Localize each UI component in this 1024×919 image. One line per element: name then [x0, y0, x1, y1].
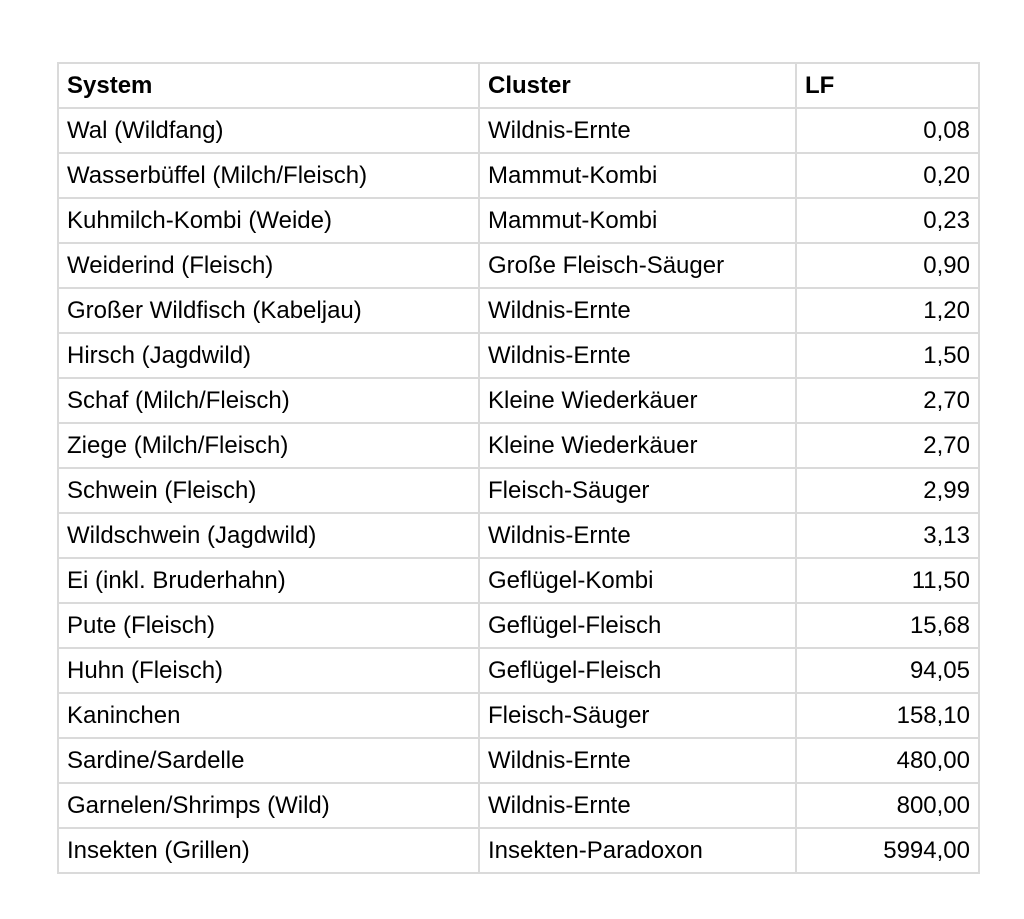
table-row: Wal (Wildfang) Wildnis-Ernte 0,08 — [57, 107, 980, 154]
cluster-cell: Mammut-Kombi — [478, 152, 797, 199]
header-row: System Cluster LF — [57, 62, 980, 109]
cluster-cell: Geflügel-Kombi — [478, 557, 797, 604]
lf-cell: 15,68 — [795, 602, 980, 649]
table-row: Schwein (Fleisch) Fleisch-Säuger 2,99 — [57, 467, 980, 514]
lf-cell: 480,00 — [795, 737, 980, 784]
header-lf: LF — [795, 62, 980, 109]
table-row: Großer Wildfisch (Kabeljau) Wildnis-Ernte… — [57, 287, 980, 334]
table-row: Huhn (Fleisch) Geflügel-Fleisch 94,05 — [57, 647, 980, 694]
lf-cell: 3,13 — [795, 512, 980, 559]
lf-cell: 1,50 — [795, 332, 980, 379]
table-row: Ei (inkl. Bruderhahn) Geflügel-Kombi 11,50 — [57, 557, 980, 604]
table-row: Wasserbüffel (Milch/Fleisch) Mammut-Kombi… — [57, 152, 980, 199]
table-row: Garnelen/Shrimps (Wild) Wildnis-Ernte 800,… — [57, 782, 980, 829]
table-row: Kuhmilch-Kombi (Weide) Mammut-Kombi 0,23 — [57, 197, 980, 244]
data-table: System Cluster LF Wal (Wildfang) Wildnis-… — [57, 62, 980, 874]
system-cell: Wildschwein (Jagdwild) — [57, 512, 480, 559]
cluster-cell: Wildnis-Ernte — [478, 737, 797, 784]
system-cell: Wasserbüffel (Milch/Fleisch) — [57, 152, 480, 199]
system-cell: Wal (Wildfang) — [57, 107, 480, 154]
cluster-cell: Kleine Wiederkäuer — [478, 377, 797, 424]
system-cell: Kaninchen — [57, 692, 480, 739]
lf-cell: 11,50 — [795, 557, 980, 604]
lf-cell: 94,05 — [795, 647, 980, 694]
lf-cell: 2,70 — [795, 422, 980, 469]
cluster-cell: Mammut-Kombi — [478, 197, 797, 244]
cluster-cell: Fleisch-Säuger — [478, 467, 797, 514]
lf-cell: 0,23 — [795, 197, 980, 244]
system-cell: Pute (Fleisch) — [57, 602, 480, 649]
lf-cell: 2,70 — [795, 377, 980, 424]
table-row: Wildschwein (Jagdwild) Wildnis-Ernte 3,13 — [57, 512, 980, 559]
system-cell: Insekten (Grillen) — [57, 827, 480, 874]
system-cell: Ziege (Milch/Fleisch) — [57, 422, 480, 469]
system-cell: Schaf (Milch/Fleisch) — [57, 377, 480, 424]
lf-cell: 5994,00 — [795, 827, 980, 874]
system-cell: Ei (inkl. Bruderhahn) — [57, 557, 480, 604]
system-cell: Kuhmilch-Kombi (Weide) — [57, 197, 480, 244]
system-cell: Garnelen/Shrimps (Wild) — [57, 782, 480, 829]
system-cell: Schwein (Fleisch) — [57, 467, 480, 514]
lf-cell: 1,20 — [795, 287, 980, 334]
cluster-cell: Kleine Wiederkäuer — [478, 422, 797, 469]
system-cell: Sardine/Sardelle — [57, 737, 480, 784]
system-cell: Huhn (Fleisch) — [57, 647, 480, 694]
table-row: Schaf (Milch/Fleisch) Kleine Wiederkäuer 2… — [57, 377, 980, 424]
lf-cell: 158,10 — [795, 692, 980, 739]
cluster-cell: Geflügel-Fleisch — [478, 647, 797, 694]
lf-cell: 0,90 — [795, 242, 980, 289]
system-cell: Weiderind (Fleisch) — [57, 242, 480, 289]
table-row: Weiderind (Fleisch) Große Fleisch-Säuger 0… — [57, 242, 980, 289]
cluster-cell: Große Fleisch-Säuger — [478, 242, 797, 289]
lf-cell: 0,08 — [795, 107, 980, 154]
table-row: Pute (Fleisch) Geflügel-Fleisch 15,68 — [57, 602, 980, 649]
system-cell: Großer Wildfisch (Kabeljau) — [57, 287, 480, 334]
lf-cell: 0,20 — [795, 152, 980, 199]
cluster-cell: Wildnis-Ernte — [478, 287, 797, 334]
cluster-cell: Wildnis-Ernte — [478, 512, 797, 559]
table-row: Ziege (Milch/Fleisch) Kleine Wiederkäuer 2… — [57, 422, 980, 469]
cluster-cell: Fleisch-Säuger — [478, 692, 797, 739]
header-system: System — [57, 62, 480, 109]
table-row: Kaninchen Fleisch-Säuger 158,10 — [57, 692, 980, 739]
cluster-cell: Wildnis-Ernte — [478, 782, 797, 829]
table-row: Insekten (Grillen) Insekten-Paradoxon 5994… — [57, 827, 980, 874]
header-cluster: Cluster — [478, 62, 797, 109]
cluster-cell: Wildnis-Ernte — [478, 107, 797, 154]
cluster-cell: Wildnis-Ernte — [478, 332, 797, 379]
lf-cell: 2,99 — [795, 467, 980, 514]
lf-cell: 800,00 — [795, 782, 980, 829]
cluster-cell: Geflügel-Fleisch — [478, 602, 797, 649]
cluster-cell: Insekten-Paradoxon — [478, 827, 797, 874]
system-cell: Hirsch (Jagdwild) — [57, 332, 480, 379]
table-row: Hirsch (Jagdwild) Wildnis-Ernte 1,50 — [57, 332, 980, 379]
table-row: Sardine/Sardelle Wildnis-Ernte 480,00 — [57, 737, 980, 784]
